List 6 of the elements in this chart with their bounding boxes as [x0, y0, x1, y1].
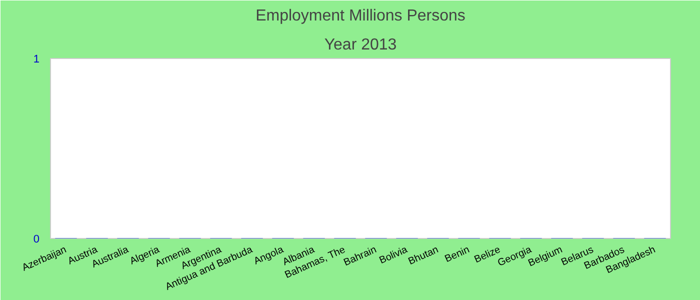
x-tick-label: Bhutan	[406, 244, 440, 268]
y-tick-label: 1	[33, 54, 40, 66]
x-tick-label: Benin	[443, 244, 472, 265]
y-tick-label: 0	[33, 234, 40, 246]
chart-title: Employment Millions Persons	[256, 8, 466, 24]
chart-subtitle: Year 2013	[324, 36, 397, 54]
